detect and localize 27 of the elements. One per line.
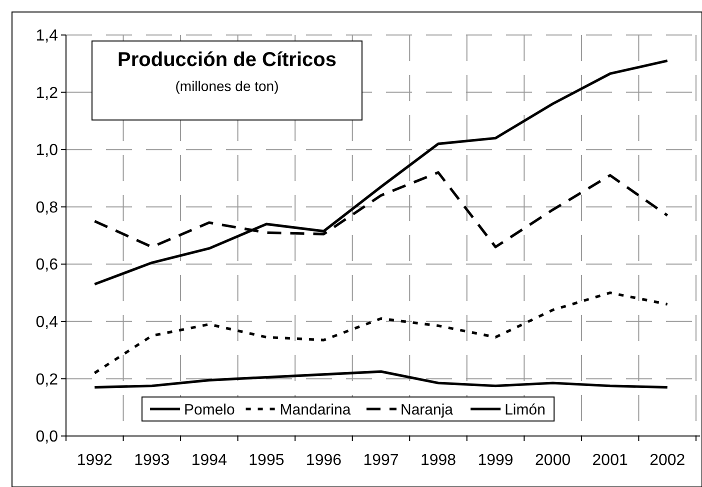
- x-tick-label: 1997: [363, 452, 399, 469]
- x-tick-label: 1998: [420, 452, 456, 469]
- x-tick-label: 1994: [191, 452, 228, 469]
- x-tick-label: 1996: [306, 452, 342, 469]
- x-tick-label: 2000: [535, 452, 571, 469]
- y-tick-label: 0,8: [36, 199, 58, 216]
- x-tick-label: 2002: [650, 452, 686, 469]
- legend-label: Pomelo: [184, 401, 235, 418]
- x-tick-label: 1992: [76, 452, 113, 469]
- legend-label: Mandarina: [280, 401, 352, 418]
- text: Producción de Cítricos: [118, 49, 336, 71]
- x-tick-label: 2001: [592, 452, 628, 469]
- y-tick-label: 1,2: [36, 84, 58, 102]
- y-tick-label: 0,2: [36, 371, 58, 388]
- text: (millones de ton): [175, 78, 279, 94]
- legend-label: Limón: [504, 401, 546, 418]
- y-tick-label: 1,4: [36, 28, 58, 45]
- y-tick-label: 0,0: [36, 428, 58, 446]
- y-tick-label: 0,6: [36, 256, 58, 274]
- y-tick-label: 1,0: [36, 142, 58, 160]
- legend-label: Naranja: [400, 401, 454, 418]
- line-series: [93, 291, 669, 374]
- y-tick-label: 0,4: [36, 314, 58, 332]
- line-series: [93, 370, 669, 389]
- x-tick-label: 1999: [478, 452, 514, 469]
- x-tick-label: 1993: [134, 452, 170, 469]
- x-tick-label: 1995: [248, 452, 284, 469]
